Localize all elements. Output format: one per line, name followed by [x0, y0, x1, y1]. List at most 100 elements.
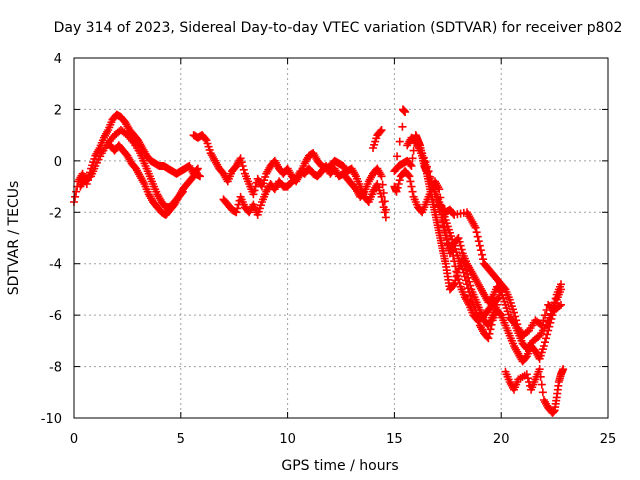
data-point — [479, 255, 488, 264]
data-point — [441, 228, 450, 237]
data-point — [450, 257, 459, 266]
data-point — [236, 154, 245, 163]
series-track-j — [501, 365, 568, 417]
data-point — [422, 162, 431, 171]
data-point — [477, 250, 486, 259]
data-point — [439, 218, 448, 227]
data-point — [394, 180, 403, 188]
data-point — [178, 187, 187, 196]
y-tick-label: -10 — [41, 412, 62, 427]
grid-lines — [74, 58, 608, 418]
data-point — [381, 205, 390, 214]
data-point — [456, 241, 465, 250]
data-point — [405, 172, 414, 181]
data-point — [376, 127, 385, 136]
x-tick-label: 15 — [386, 432, 403, 447]
data-point — [378, 180, 387, 189]
data-point — [440, 223, 449, 232]
data-point — [476, 246, 485, 255]
data-point — [539, 342, 548, 350]
data-point — [406, 160, 415, 169]
data-point — [449, 252, 458, 260]
data-point — [442, 234, 451, 242]
data-point — [474, 237, 483, 246]
y-axis: -10 -8 -6 -4 -2 0 2 4 — [41, 52, 608, 427]
y-tick-label: -2 — [49, 206, 62, 221]
data-point — [537, 380, 546, 389]
series-track-e — [219, 162, 390, 219]
data-point — [407, 182, 416, 191]
data-point — [458, 264, 467, 273]
data-point — [471, 223, 480, 232]
data-point — [557, 280, 566, 289]
data-point — [464, 284, 473, 293]
data-point — [379, 189, 388, 197]
data-point — [457, 245, 466, 254]
data-point — [408, 187, 417, 196]
x-tick-label: 25 — [600, 432, 617, 447]
data-point — [449, 281, 458, 290]
x-tick-label: 20 — [493, 432, 510, 447]
x-axis: 0 5 10 15 20 25 — [70, 58, 616, 447]
data-point — [485, 329, 494, 338]
data-points — [70, 105, 568, 417]
data-point — [239, 165, 248, 174]
data-point — [436, 193, 445, 202]
data-point — [418, 149, 427, 158]
data-point — [395, 176, 404, 185]
chart-title: Day 314 of 2023, Sidereal Day-to-day VTE… — [54, 20, 623, 36]
data-point — [459, 268, 468, 277]
data-point — [237, 158, 246, 167]
data-point — [398, 122, 407, 131]
data-point — [408, 154, 417, 163]
data-point — [487, 320, 496, 329]
data-point — [72, 187, 81, 196]
data-point — [250, 186, 259, 195]
data-point — [377, 126, 386, 134]
data-point — [484, 334, 493, 343]
data-point — [557, 300, 566, 309]
data-point — [466, 291, 475, 300]
data-point — [452, 267, 461, 276]
data-point — [454, 234, 463, 242]
data-point — [419, 153, 428, 162]
y-tick-label: -4 — [49, 258, 62, 273]
data-point — [406, 177, 415, 186]
data-point — [493, 294, 502, 303]
data-point — [455, 237, 464, 246]
data-point — [232, 208, 241, 217]
data-point — [540, 311, 549, 320]
y-tick-label: -6 — [49, 309, 62, 324]
data-point — [71, 192, 80, 201]
data-point — [543, 330, 552, 339]
data-point — [550, 298, 559, 307]
data-point — [511, 312, 520, 321]
data-point — [512, 316, 521, 325]
data-point — [539, 316, 548, 325]
data-point — [177, 189, 186, 197]
data-point — [537, 321, 546, 330]
data-point — [472, 228, 481, 237]
x-tick-label: 5 — [177, 432, 185, 447]
data-point — [380, 197, 389, 206]
data-point — [460, 272, 469, 281]
data-point — [435, 185, 444, 194]
data-point — [536, 372, 545, 381]
data-point — [455, 279, 464, 287]
data-point — [559, 365, 568, 374]
data-point — [510, 308, 519, 317]
data-point — [473, 232, 482, 241]
data-point — [233, 204, 242, 213]
data-point — [404, 171, 413, 179]
data-point — [454, 275, 463, 284]
data-point — [196, 172, 205, 181]
data-point — [381, 213, 390, 222]
data-point — [555, 302, 564, 311]
data-point — [238, 162, 247, 170]
data-point — [540, 338, 549, 347]
data-point — [424, 167, 433, 176]
data-point — [437, 201, 446, 210]
data-point — [463, 280, 472, 289]
series-track-d — [189, 131, 390, 222]
data-point — [377, 172, 386, 181]
